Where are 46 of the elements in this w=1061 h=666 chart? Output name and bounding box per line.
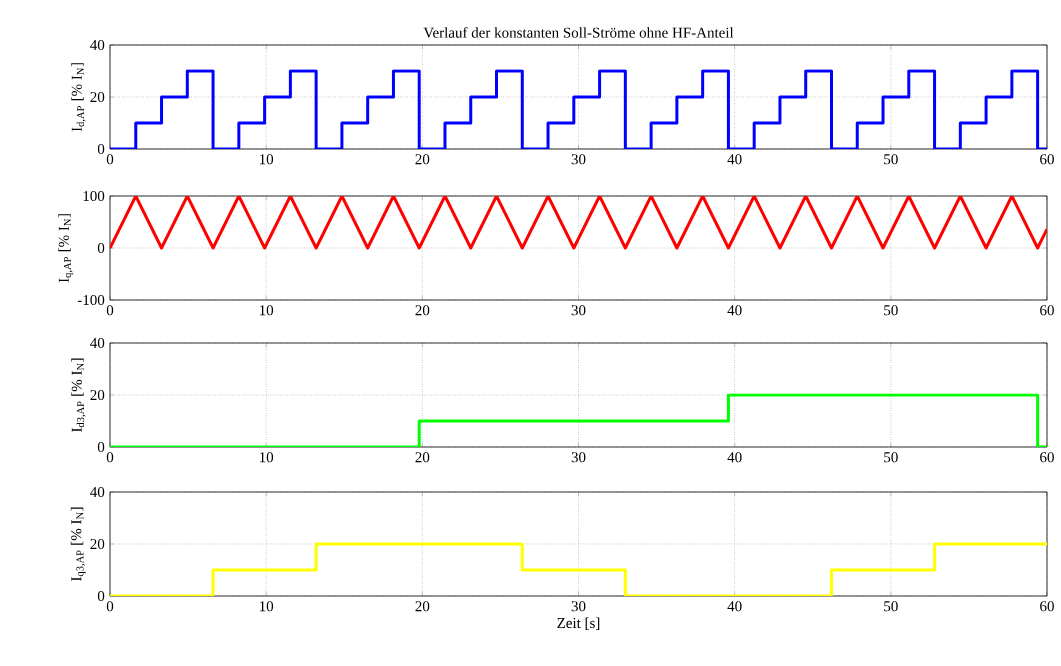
- y-tick-label: 0: [97, 242, 105, 254]
- x-tick-label: 50: [884, 305, 898, 316]
- y-tick-label: 0: [97, 143, 105, 155]
- y-tick-label: 20: [90, 538, 105, 550]
- x-tick-label: 10: [259, 154, 274, 165]
- y-tick-label: 40: [90, 39, 105, 51]
- y-tick-label: 0: [97, 441, 105, 453]
- x-tick-label: 0: [106, 452, 114, 463]
- y-tick-label: 40: [90, 337, 105, 349]
- x-tick-label: 20: [415, 601, 430, 612]
- y-axis-title: I$_{d3,AP}$ [% I$_{N}$]: [71, 358, 86, 432]
- x-axis-title: Zeit [s]: [557, 617, 600, 630]
- x-tick-label: 30: [571, 452, 586, 463]
- x-tick-label: 60: [1040, 305, 1054, 316]
- y-axis-title: I$_{d,AP}$ [% I$_{N}$]: [71, 63, 86, 132]
- x-tick-label: 20: [415, 452, 430, 463]
- x-tick-label: 10: [259, 601, 274, 612]
- x-tick-label: 10: [259, 305, 274, 316]
- y-axis-title: I$_{q,AP}$ [% I$_{N}$]: [58, 214, 74, 283]
- x-tick-label: 40: [727, 305, 742, 316]
- x-tick-label: 30: [571, 154, 586, 165]
- y-tick-label: 40: [90, 486, 105, 498]
- x-tick-label: 30: [571, 601, 586, 612]
- x-tick-label: 40: [727, 154, 742, 165]
- chart-title: Verlauf der konstanten Soll-Ströme ohne HF-Anteil: [423, 27, 734, 38]
- x-tick-label: 60: [1040, 601, 1054, 612]
- x-tick-label: 50: [884, 452, 898, 463]
- x-tick-label: 40: [727, 452, 742, 463]
- y-tick-label: 0: [97, 590, 105, 602]
- y-tick-label: 20: [90, 91, 105, 103]
- y-axis-title: I$_{q3,AP}$ [% I$_{N}$]: [70, 507, 86, 581]
- x-tick-label: 30: [571, 305, 586, 316]
- x-tick-label: 20: [415, 154, 430, 165]
- x-tick-label: 10: [259, 452, 274, 463]
- x-tick-label: 40: [727, 601, 742, 612]
- x-tick-label: 0: [106, 305, 114, 316]
- y-tick-label: 20: [90, 389, 105, 401]
- x-tick-label: 60: [1040, 452, 1054, 463]
- x-tick-label: 20: [415, 305, 430, 316]
- x-tick-label: 50: [884, 154, 898, 165]
- x-tick-label: 60: [1040, 154, 1054, 165]
- x-tick-label: 50: [884, 601, 898, 612]
- y-tick-label: -100: [77, 294, 105, 306]
- x-tick-label: 0: [106, 154, 114, 165]
- x-tick-label: 0: [106, 601, 114, 612]
- y-tick-label: 100: [83, 190, 105, 202]
